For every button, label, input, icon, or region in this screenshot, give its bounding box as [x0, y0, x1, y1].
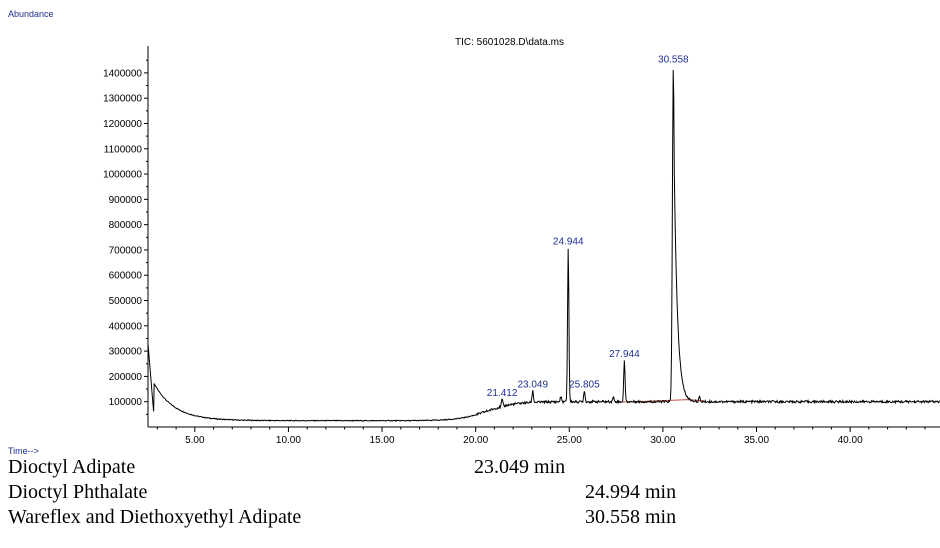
- axes: [147, 46, 940, 428]
- compound-row: Dioctyl Adipate 23.049 min: [8, 456, 938, 481]
- peak-label: 24.944: [553, 236, 584, 247]
- y-tick-label: 600000: [109, 271, 143, 282]
- y-ticks: 100000 200000 300000 400000 500000 600000 7000…: [103, 59, 148, 415]
- peak-label: 25.805: [569, 379, 600, 390]
- y-tick-label: 1000000: [103, 170, 142, 181]
- retention-time: 30.558 min: [585, 506, 677, 528]
- y-axis-label: Abundance: [8, 9, 54, 19]
- y-tick-label: 1300000: [103, 94, 142, 105]
- y-tick-label: 800000: [109, 220, 143, 231]
- y-tick-label: 1400000: [103, 68, 142, 79]
- x-tick-label: 20.00: [463, 435, 488, 446]
- compound-row: Wareflex and Diethoxyethyl Adipate 30.55…: [8, 506, 938, 531]
- compound-name: Wareflex and Diethoxyethyl Adipate: [8, 506, 302, 528]
- tic-trace: [147, 70, 940, 422]
- chart-title: TIC: 5601028.D\data.ms: [455, 37, 564, 48]
- y-tick-label: 900000: [109, 195, 143, 206]
- x-axis-label: Time-->: [8, 446, 39, 455]
- x-tick-label: 30.00: [650, 435, 675, 446]
- peak-label: 23.049: [517, 379, 548, 390]
- x-tick-label: 35.00: [744, 435, 769, 446]
- chromatogram-chart: Abundance TIC: 5601028.D\data.ms Time-->…: [8, 9, 940, 455]
- y-tick-label: 1100000: [104, 144, 143, 155]
- y-tick-label: 300000: [109, 347, 143, 358]
- compound-name: Dioctyl Adipate: [8, 456, 136, 478]
- y-tick-label: 700000: [109, 245, 143, 256]
- x-tick-label: 40.00: [838, 435, 863, 446]
- x-ticks: 5.00 10.00 15.00 20.00 25.00 30.00 35.00 40.00: [156, 427, 926, 446]
- compound-row: Dioctyl Phthalate 24.994 min: [8, 481, 938, 506]
- y-tick-label: 400000: [109, 321, 143, 332]
- peak-label: 21.412: [487, 388, 518, 399]
- x-tick-label: 10.00: [276, 435, 301, 446]
- x-tick-label: 25.00: [557, 435, 582, 446]
- y-tick-label: 100000: [109, 397, 143, 408]
- y-tick-label: 200000: [109, 372, 143, 383]
- x-tick-label: 15.00: [370, 435, 395, 446]
- y-tick-label: 500000: [109, 296, 143, 307]
- y-tick-label: 1200000: [103, 119, 142, 130]
- compound-list: Dioctyl Adipate 23.049 min Dioctyl Phtha…: [8, 456, 938, 531]
- peak-label: 30.558: [658, 54, 689, 65]
- retention-time: 24.994 min: [585, 481, 677, 503]
- x-tick-label: 5.00: [185, 435, 205, 446]
- peak-label: 27.944: [609, 349, 640, 360]
- compound-name: Dioctyl Phthalate: [8, 481, 148, 503]
- retention-time: 23.049 min: [474, 456, 566, 478]
